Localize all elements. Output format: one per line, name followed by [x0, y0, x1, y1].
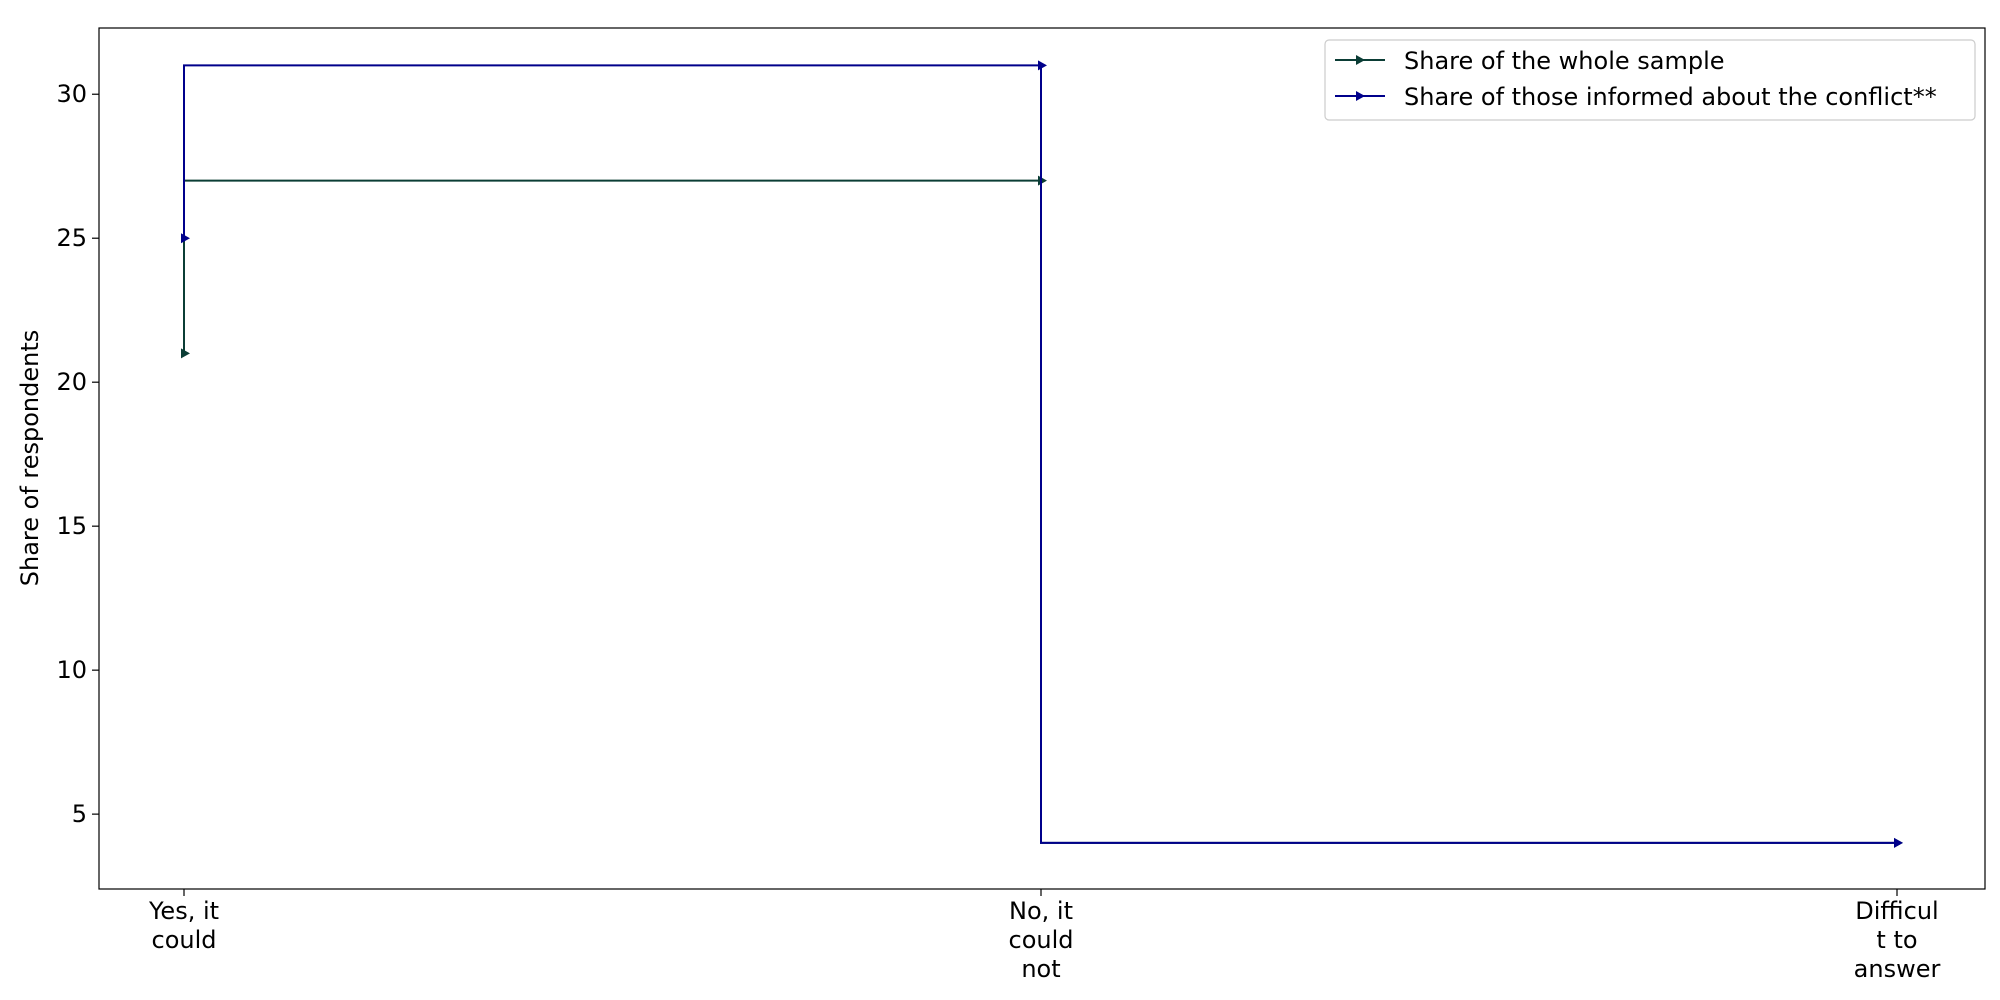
x-tick-label-line: No, it [1009, 897, 1073, 925]
x-tick-label-line: answer [1854, 955, 1941, 983]
y-axis-label: Share of respondents [16, 330, 44, 587]
series-0-point-0 [181, 348, 190, 359]
legend-marker-informed [1356, 91, 1365, 101]
legend-label-informed: Share of those informed about the confli… [1404, 83, 1937, 111]
y-tick-label: 5 [72, 800, 87, 828]
series-1-point-2 [1894, 837, 1903, 848]
x-tick-label-line: t to [1876, 926, 1917, 954]
legend-item-informed: Share of those informed about the confli… [1335, 83, 1937, 111]
y-tick-label: 25 [56, 224, 87, 252]
series-layer [181, 60, 1903, 848]
series-1-point-0 [181, 233, 190, 244]
series-1-point-1 [1038, 60, 1047, 71]
legend-item-whole-sample: Share of the whole sample [1335, 47, 1725, 75]
x-tick-label: No, it could not [1009, 897, 1074, 983]
y-tick-label: 15 [56, 512, 87, 540]
x-tick-label-line: not [1021, 955, 1060, 983]
x-tick-label-line: Difficul [1855, 897, 1938, 925]
x-tick-label: Difficul t to answer [1854, 897, 1941, 983]
legend-label-whole-sample: Share of the whole sample [1404, 47, 1725, 75]
y-tick-label: 10 [56, 656, 87, 684]
y-axis: 5 10 15 20 25 30 [56, 80, 99, 828]
x-tick-label-line: could [152, 926, 217, 954]
y-tick-label: 30 [56, 80, 87, 108]
legend-box [1324, 39, 1976, 121]
x-tick-label-line: Yes, it [148, 897, 219, 925]
legend: Share of the whole sample Share of those… [1324, 39, 1976, 121]
legend-marker-whole-sample [1356, 55, 1365, 65]
x-tick-label: Yes, it could [148, 897, 219, 954]
x-tick-label-line: could [1009, 926, 1074, 954]
y-tick-label: 20 [56, 368, 87, 396]
